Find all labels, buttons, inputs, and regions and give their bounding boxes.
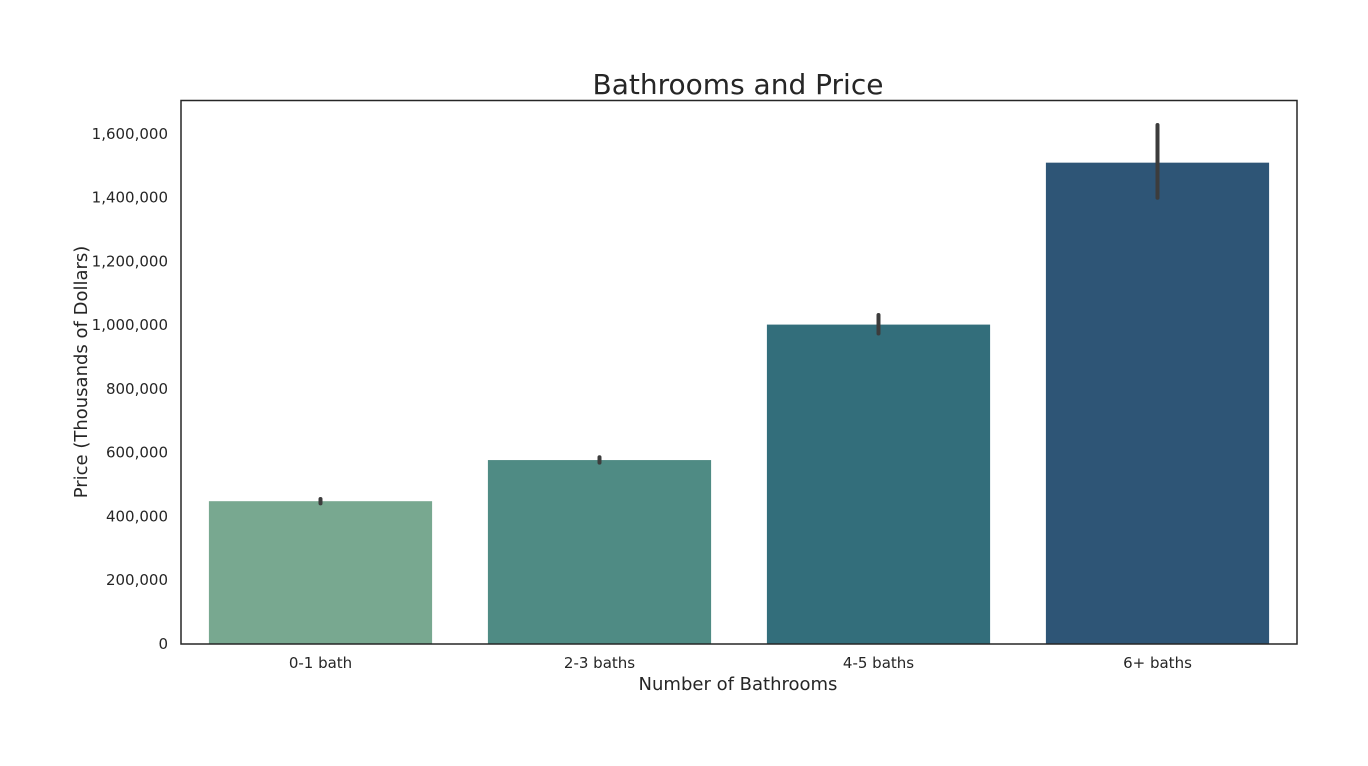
y-tick-label: 1,200,000 (92, 252, 168, 270)
chart-title: Bathrooms and Price (593, 68, 884, 101)
bars-group (208, 162, 1270, 644)
y-tick-label: 600,000 (106, 444, 168, 462)
x-tick-label: 2-3 baths (564, 654, 635, 672)
y-tick-label: 0 (158, 635, 168, 653)
x-tick-label: 0-1 bath (289, 654, 352, 672)
bar-3 (1045, 162, 1270, 644)
bar-1 (487, 460, 712, 644)
y-tick-label: 400,000 (106, 507, 168, 525)
bar-2 (766, 324, 991, 644)
y-tick-label: 1,400,000 (92, 189, 168, 207)
y-axis-ticks: 0 200,000 400,000 600,000 800,000 1,000,000 1,… (92, 125, 168, 653)
x-tick-label: 6+ baths (1123, 654, 1192, 672)
y-tick-label: 800,000 (106, 380, 168, 398)
y-tick-label: 1,600,000 (92, 125, 168, 143)
y-axis-label: Price (Thousands of Dollars) (71, 246, 92, 499)
x-tick-label: 4-5 baths (843, 654, 914, 672)
plot-frame (180, 99, 1298, 645)
x-axis-label: Number of Bathrooms (639, 674, 838, 695)
y-tick-label: 1,000,000 (92, 316, 168, 334)
error-bars-group (318, 123, 1160, 506)
x-axis-ticks: 0-1 bath 2-3 baths 4-5 baths 6+ baths (289, 654, 1192, 672)
y-tick-label: 200,000 (106, 571, 168, 589)
bar-0 (208, 501, 433, 644)
